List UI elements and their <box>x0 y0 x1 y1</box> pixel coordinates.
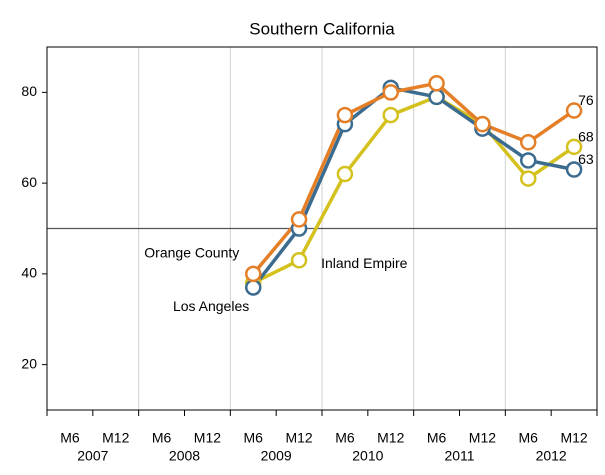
point <box>428 88 445 106</box>
x-tick-label: M12 <box>377 430 404 446</box>
series-line <box>252 95 576 285</box>
x-tick-label: M6 <box>335 430 355 446</box>
series-line <box>251 86 575 289</box>
point <box>428 75 445 92</box>
y-tick-label: 60 <box>21 174 37 190</box>
y-tick-label: 20 <box>21 355 37 371</box>
year-label: 2008 <box>169 448 200 464</box>
point <box>474 115 491 133</box>
point <box>245 265 262 283</box>
year-label: 2007 <box>77 448 108 464</box>
series-label: Los Angeles <box>173 298 249 314</box>
point <box>520 170 537 187</box>
point <box>336 106 354 124</box>
end-label: 63 <box>578 151 594 167</box>
end-label: 68 <box>578 129 594 145</box>
point <box>336 165 354 183</box>
point <box>290 211 308 228</box>
year-label: 2011 <box>444 448 474 464</box>
y-tick-label: 40 <box>21 265 37 281</box>
x-tick-label: M12 <box>560 430 587 446</box>
point <box>565 138 583 156</box>
point <box>245 279 262 296</box>
end-label: 76 <box>578 92 594 108</box>
point <box>520 152 537 169</box>
x-tick-label: M12 <box>194 430 221 446</box>
series-label: Orange County <box>144 245 239 261</box>
x-tick-label: M6 <box>60 430 80 446</box>
point <box>520 134 537 151</box>
x-tick-label: M6 <box>427 430 447 446</box>
point <box>382 84 399 101</box>
x-tick-label: M12 <box>285 430 312 446</box>
x-tick-label: M12 <box>469 430 496 446</box>
x-tick-label: M6 <box>152 430 172 446</box>
x-tick-label: M12 <box>102 430 129 446</box>
chart-title: Southern California <box>249 19 395 38</box>
x-tick-label: M6 <box>519 430 539 446</box>
y-tick-label: 80 <box>21 83 37 99</box>
point <box>565 161 583 178</box>
x-tick-label: M6 <box>244 430 264 446</box>
year-label: 2010 <box>352 448 383 464</box>
year-label: 2012 <box>536 448 567 464</box>
point <box>290 252 308 269</box>
point <box>565 102 583 119</box>
series-label: Inland Empire <box>321 255 408 271</box>
year-label: 2009 <box>261 448 292 464</box>
point <box>382 106 399 124</box>
